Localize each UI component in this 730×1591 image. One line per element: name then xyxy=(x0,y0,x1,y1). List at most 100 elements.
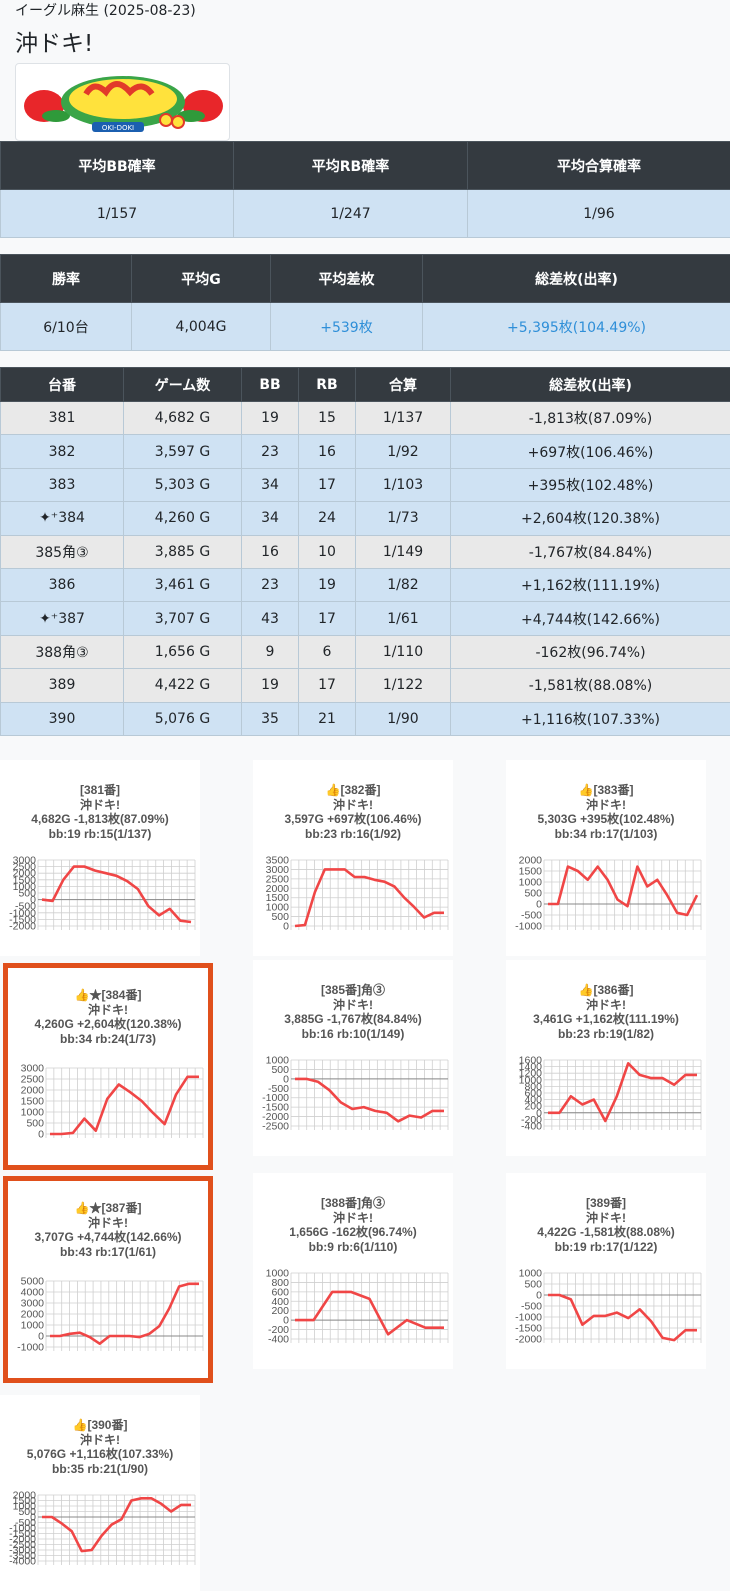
chart-stats: 5,076G +1,116枚(107.33%) xyxy=(0,1447,200,1462)
cell-machine-no: 383 xyxy=(1,468,124,501)
header-avg-games: 平均G xyxy=(132,255,271,303)
cell-total: 1/73 xyxy=(356,502,451,535)
chart-machine: 沖ドキ! xyxy=(0,798,200,813)
value-avg-rb: 1/247 xyxy=(234,190,468,238)
table-row[interactable]: 382 3,597 G 23 16 1/92 +697枚(106.46%) xyxy=(1,435,730,468)
cell-diff: +697枚(106.46%) xyxy=(451,435,730,468)
cell-rb: 21 xyxy=(299,702,356,735)
chart-label: 👍★[387番] xyxy=(8,1201,208,1216)
cell-rb: 6 xyxy=(299,635,356,668)
table-row[interactable]: 385角③ 3,885 G 16 10 1/149 -1,767枚(84.84%… xyxy=(1,535,730,568)
table-row[interactable]: 383 5,303 G 34 17 1/103 +395枚(102.48%) xyxy=(1,468,730,501)
y-tick-label: -4000 xyxy=(9,1556,36,1568)
header-avg-rb: 平均RB確率 xyxy=(234,142,468,190)
chart-label: 👍[390番] xyxy=(0,1418,200,1433)
col-total: 合算 xyxy=(356,368,451,402)
profit-line-chart: 300025002000150010005000-500-1000-1500-2… xyxy=(0,856,200,938)
cell-rb: 24 xyxy=(299,502,356,535)
cell-total: 1/92 xyxy=(356,435,451,468)
logo-text: OKI-DOKI xyxy=(102,124,134,132)
table-row[interactable]: 381 4,682 G 19 15 1/137 -1,813枚(87.09%) xyxy=(1,402,730,435)
machine-chart-card[interactable]: [389番]沖ドキ!4,422G -1,581枚(88.08%)bb:19 rb… xyxy=(506,1173,706,1369)
chart-machine: 沖ドキ! xyxy=(253,998,453,1013)
cell-total: 1/149 xyxy=(356,535,451,568)
cell-machine-no: 385角③ xyxy=(1,535,124,568)
header-total-diff: 総差枚(出率) xyxy=(423,255,730,303)
cell-bb: 19 xyxy=(242,669,299,702)
header-win-rate: 勝率 xyxy=(1,255,132,303)
cell-games: 4,260 G xyxy=(124,502,242,535)
chart-machine: 沖ドキ! xyxy=(0,1433,200,1448)
header-avg-bb: 平均BB確率 xyxy=(1,142,234,190)
cell-machine-no: 388角③ xyxy=(1,635,124,668)
machine-chart-card[interactable]: [381番]沖ドキ!4,682G -1,813枚(87.09%)bb:19 rb… xyxy=(0,760,200,956)
cell-games: 1,656 G xyxy=(124,635,242,668)
machine-logo: OKI-DOKI xyxy=(15,63,230,141)
cell-bb: 34 xyxy=(242,502,299,535)
chart-bbrb: bb:9 rb:6(1/110) xyxy=(253,1240,453,1255)
chart-stats: 3,885G -1,767枚(84.84%) xyxy=(253,1012,453,1027)
machine-chart-card[interactable]: 👍★[384番]沖ドキ!4,260G +2,604枚(120.38%)bb:34… xyxy=(3,963,213,1170)
chart-machine: 沖ドキ! xyxy=(253,1211,453,1226)
chart-label: 👍★[384番] xyxy=(8,988,208,1003)
col-machine-no: 台番 xyxy=(1,368,124,402)
chart-stats: 3,461G +1,162枚(111.19%) xyxy=(506,1012,706,1027)
machine-chart-card[interactable]: 👍[382番]沖ドキ!3,597G +697枚(106.46%)bb:23 rb… xyxy=(253,760,453,956)
chart-stats: 4,682G -1,813枚(87.09%) xyxy=(0,812,200,827)
cell-games: 3,707 G xyxy=(124,602,242,635)
chart-stats: 5,303G +395枚(102.48%) xyxy=(506,812,706,827)
cell-diff: -162枚(96.74%) xyxy=(451,635,730,668)
table-row[interactable]: ✦⁺387 3,707 G 43 17 1/61 +4,744枚(142.66%… xyxy=(1,602,730,635)
machine-chart-card[interactable]: 👍★[387番]沖ドキ!3,707G +4,744枚(142.66%)bb:43… xyxy=(3,1176,213,1383)
header-avg-total: 平均合算確率 xyxy=(468,142,730,190)
machine-chart-card[interactable]: 👍[386番]沖ドキ!3,461G +1,162枚(111.19%)bb:23 … xyxy=(506,960,706,1156)
cell-diff: -1,581枚(88.08%) xyxy=(451,669,730,702)
cell-total: 1/61 xyxy=(356,602,451,635)
value-avg-games: 4,004G xyxy=(132,303,271,351)
table-row[interactable]: 389 4,422 G 19 17 1/122 -1,581枚(88.08%) xyxy=(1,669,730,702)
cell-machine-no: 381 xyxy=(1,402,124,435)
cell-total: 1/137 xyxy=(356,402,451,435)
chart-machine: 沖ドキ! xyxy=(8,1216,208,1231)
cell-machine-no: 389 xyxy=(1,669,124,702)
y-tick-label: -2000 xyxy=(9,921,36,933)
chart-stats: 4,422G -1,581枚(88.08%) xyxy=(506,1225,706,1240)
cell-total: 1/110 xyxy=(356,635,451,668)
table-row[interactable]: 386 3,461 G 23 19 1/82 +1,162枚(111.19%) xyxy=(1,568,730,601)
table-row[interactable]: ✦⁺384 4,260 G 34 24 1/73 +2,604枚(120.38%… xyxy=(1,502,730,535)
cell-games: 5,076 G xyxy=(124,702,242,735)
chart-bbrb: bb:43 rb:17(1/61) xyxy=(8,1245,208,1260)
chart-bbrb: bb:19 rb:15(1/137) xyxy=(0,827,200,842)
cell-games: 5,303 G xyxy=(124,468,242,501)
cell-rb: 17 xyxy=(299,669,356,702)
chart-bbrb: bb:19 rb:17(1/122) xyxy=(506,1240,706,1255)
value-win-rate: 6/10台 xyxy=(1,303,132,351)
table-row[interactable]: 390 5,076 G 35 21 1/90 +1,116枚(107.33%) xyxy=(1,702,730,735)
cell-diff: -1,813枚(87.09%) xyxy=(451,402,730,435)
table-row[interactable]: 388角③ 1,656 G 9 6 1/110 -162枚(96.74%) xyxy=(1,635,730,668)
profit-line-chart: 2000150010005000-500-1000-1500-2000-2500… xyxy=(0,1491,200,1573)
chart-bbrb: bb:34 rb:17(1/103) xyxy=(506,827,706,842)
cell-bb: 19 xyxy=(242,402,299,435)
y-tick-label: -2000 xyxy=(515,1334,542,1346)
cell-diff: +1,116枚(107.33%) xyxy=(451,702,730,735)
cell-games: 4,422 G xyxy=(124,669,242,702)
cell-bb: 16 xyxy=(242,535,299,568)
chart-machine: 沖ドキ! xyxy=(506,998,706,1013)
value-avg-diff: +539枚 xyxy=(271,303,423,351)
chart-label: 👍[382番] xyxy=(253,783,453,798)
chart-bbrb: bb:16 rb:10(1/149) xyxy=(253,1027,453,1042)
cell-diff: +4,744枚(142.66%) xyxy=(451,602,730,635)
machine-chart-card[interactable]: 👍[390番]沖ドキ!5,076G +1,116枚(107.33%)bb:35 … xyxy=(0,1395,200,1591)
summary-probability-table: 平均BB確率 平均RB確率 平均合算確率 1/157 1/247 1/96 xyxy=(0,141,730,238)
cell-bb: 9 xyxy=(242,635,299,668)
value-avg-total: 1/96 xyxy=(468,190,730,238)
cell-machine-no: ✦⁺387 xyxy=(1,602,124,635)
machine-chart-card[interactable]: 👍[383番]沖ドキ!5,303G +395枚(102.48%)bb:34 rb… xyxy=(506,760,706,956)
cell-games: 4,682 G xyxy=(124,402,242,435)
